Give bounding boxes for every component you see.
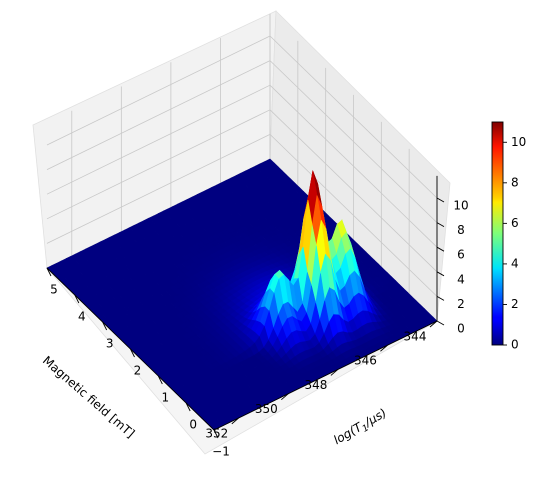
x-axis-tick <box>330 369 339 376</box>
y-tick-label: 5 <box>50 283 58 297</box>
y-axis-tick <box>185 402 191 412</box>
left-pane-grid-z <box>46 134 271 244</box>
colorbar-tick-label: 8 <box>511 175 519 189</box>
z-axis-tick <box>436 296 445 301</box>
z-tick-label: 4 <box>457 272 465 286</box>
x-tick-label: 346 <box>354 354 377 368</box>
colorbar: 0 2 4 6 8 10 <box>491 121 526 352</box>
z-tick-label: 2 <box>457 297 465 311</box>
colorbar-gradient <box>492 122 503 345</box>
surface-plot <box>46 158 438 431</box>
y-axis-tick <box>46 267 52 277</box>
y-axis-label: log(T1/μs) <box>331 406 390 450</box>
colorbar-ticks: 0 2 4 6 8 10 <box>503 135 526 352</box>
right-pane-grid-z <box>269 35 438 199</box>
colorbar-tick-label: 6 <box>511 216 519 230</box>
right-pane-grid-z <box>269 84 438 248</box>
colorbar-tick-label: 10 <box>511 135 526 149</box>
y-axis-label-subscript: 1 <box>361 423 371 435</box>
z-tick-label: 10 <box>453 199 468 213</box>
x-axis-tick <box>281 393 289 401</box>
z-axis-tick <box>436 271 445 277</box>
y-axis-tick <box>102 321 108 331</box>
z-axis-tick <box>436 320 445 326</box>
y-tick-label: −1 <box>212 445 230 459</box>
y-tick-label: 3 <box>106 337 114 351</box>
x-tick-label: 344 <box>404 330 427 344</box>
colorbar-frame <box>491 121 504 346</box>
x-tick-label: 352 <box>205 426 228 440</box>
x-axis-tick <box>380 344 388 352</box>
left-pane-grid-z <box>46 35 271 146</box>
z-tick-label: 8 <box>457 223 465 237</box>
z-tick-label: 6 <box>457 248 465 262</box>
y-axis-tick <box>213 429 219 439</box>
z-axis-tick <box>436 246 445 252</box>
x-axis-label: Magnetic field [mT] <box>40 353 137 440</box>
left-pane-grid-z <box>46 109 271 220</box>
z-axis-tick <box>436 222 445 227</box>
z-axis-tick <box>436 197 445 203</box>
y-axis-label-prefix: log(T <box>331 419 366 447</box>
y-tick-label: 4 <box>78 310 86 324</box>
axes: 344 346 348 350 352 −1 0 1 2 3 4 5 0 2 4 6 8 10 <box>46 175 469 459</box>
y-axis-tick <box>130 348 135 358</box>
x-tick-label: 348 <box>304 378 327 392</box>
right-pane-grid-z <box>269 60 438 223</box>
colorbar-tick-label: 4 <box>511 256 519 270</box>
x-tick-label: 350 <box>255 402 278 416</box>
z-tick-label: 0 <box>457 322 465 336</box>
y-tick-label: 0 <box>189 418 197 432</box>
colorbar-tick-label: 0 <box>511 338 519 352</box>
left-pane-grid-z <box>46 84 271 195</box>
x-axis-tick <box>429 320 438 328</box>
x-axis-tick <box>231 417 240 425</box>
y-axis-tick <box>157 375 163 385</box>
y-tick-label: 2 <box>134 364 142 378</box>
x-axis-line <box>213 320 438 431</box>
left-pane-grid-z <box>46 60 271 170</box>
y-tick-label: 1 <box>161 391 169 405</box>
colorbar-tick-label: 2 <box>511 297 519 311</box>
right-pane-grid-z <box>269 109 438 273</box>
right-pane-grid-z <box>269 134 438 297</box>
y-axis-tick <box>74 294 80 304</box>
